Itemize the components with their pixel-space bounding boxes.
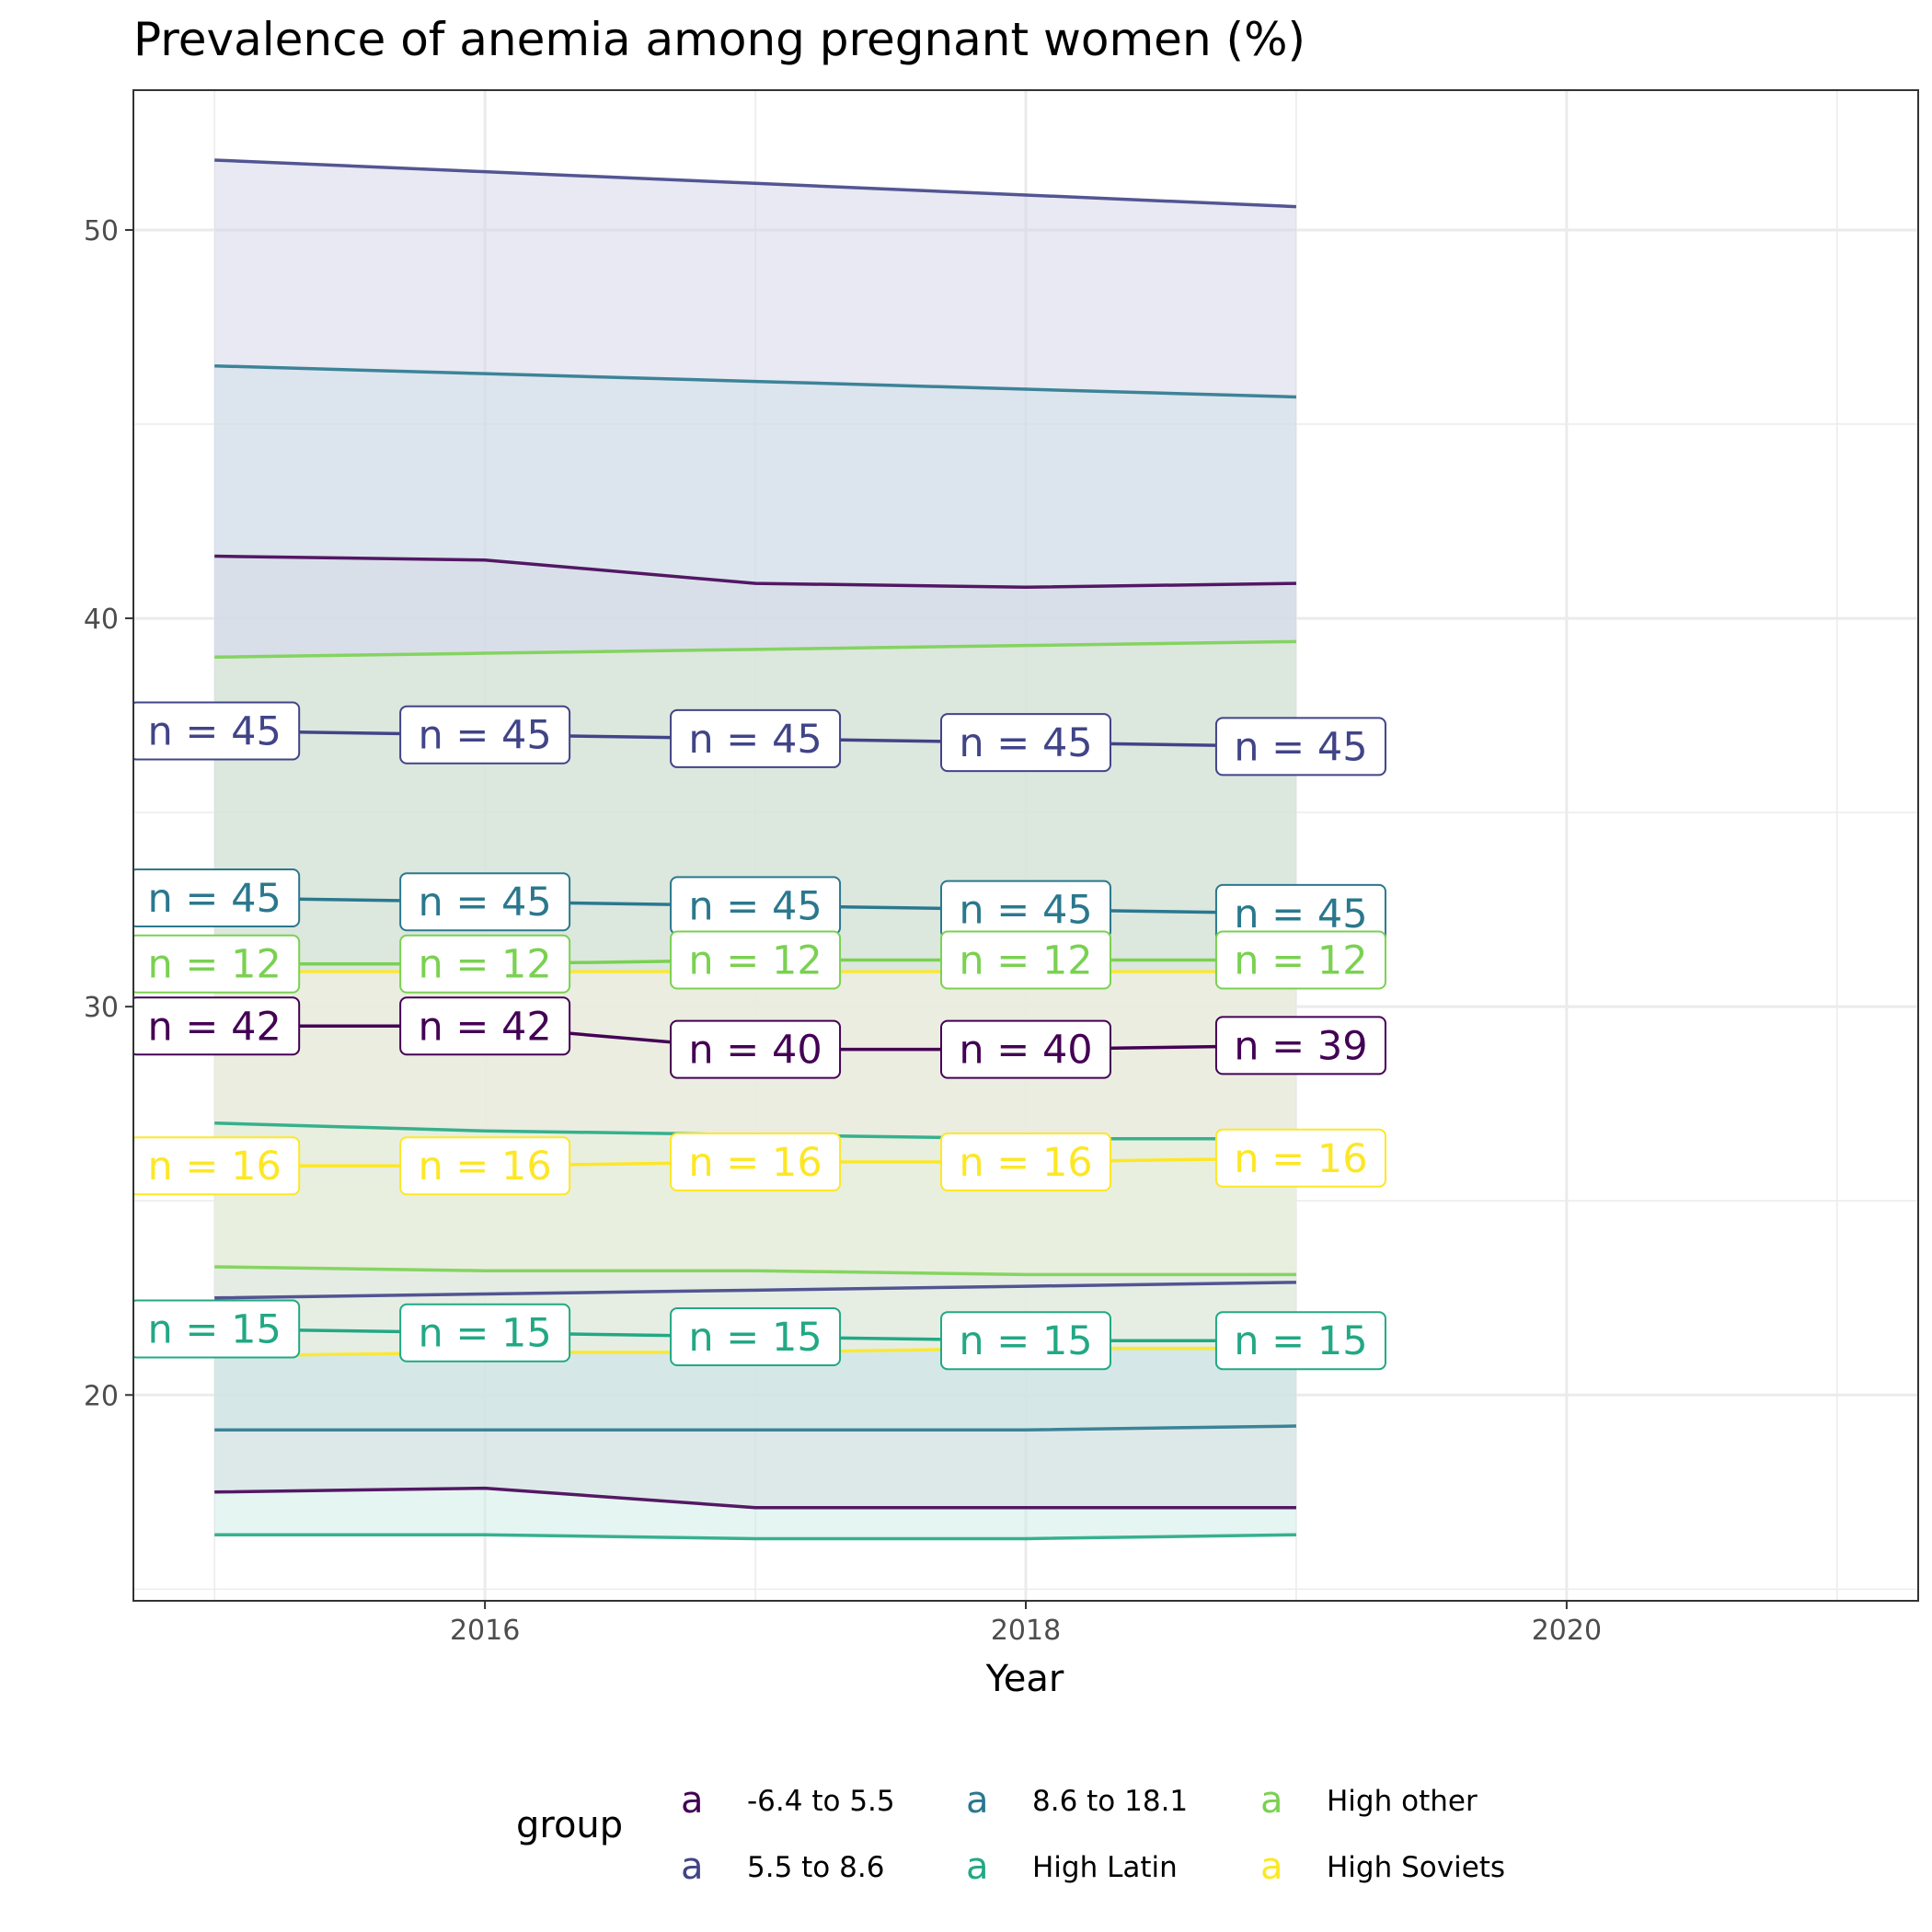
n-label-high-latin: n = 15: [418, 1311, 551, 1357]
n-label-5-5-to-8-6: n = 45: [148, 708, 282, 754]
y-tick-label: 40: [84, 604, 119, 636]
n-label-8-6-to-18-1: n = 45: [148, 876, 282, 922]
n-label-high-other: n = 12: [148, 942, 282, 988]
legend-label-8-6-to-18-1: 8.6 to 18.1: [1032, 1785, 1188, 1818]
n-label-box: [133, 1299, 301, 1359]
n-label-box: [1214, 1311, 1386, 1371]
x-tick-label: 2016: [450, 1615, 520, 1647]
n-label-box: [133, 996, 301, 1056]
n-label-box: [399, 1303, 571, 1363]
n-label-high-soviets: n = 16: [688, 1140, 822, 1186]
n-label-high-soviets: n = 16: [418, 1144, 551, 1190]
n-label-high-soviets: n = 16: [959, 1140, 1092, 1186]
n-label-high-latin: n = 15: [1234, 1318, 1367, 1364]
plot-panel: [133, 90, 1918, 1601]
n-label-box: [133, 701, 301, 761]
n-label-high-latin: n = 15: [148, 1307, 282, 1353]
legend: group a -6.4 to 5.5 a 5.5 to 8.6 a 8.6 to 18.…: [516, 1779, 1505, 1888]
n-label-5-5-to-8-6: n = 45: [959, 720, 1092, 766]
n-label-box: [399, 996, 571, 1056]
n-label-high-other: n = 12: [418, 942, 551, 988]
n-label-8-6-to-18-1: n = 45: [418, 880, 551, 926]
x-axis-title: Year: [985, 1658, 1064, 1700]
legend-key-8-6-to-18-1: a: [966, 1779, 989, 1822]
x-tick-label: 2020: [1532, 1615, 1602, 1647]
n-label-box: [940, 930, 1111, 990]
n-label-box: [940, 1311, 1111, 1371]
band-upper-5-5-to-8-6: [214, 158, 1297, 209]
band-lower-high-latin: [214, 1533, 1296, 1541]
n-label-8-6-to-18-1: n = 45: [959, 888, 1092, 934]
n-labels: n = 42 n = 42n = 40 n = 40 n = 39n = 45 n = …: [133, 701, 1386, 1371]
n-label-6-4-to-5-5: n = 42: [148, 1004, 282, 1050]
band-lower-5-5-to-8-6: [214, 1281, 1296, 1300]
n-label-box: [670, 1306, 842, 1366]
n-label-box: [133, 868, 301, 927]
n-label-box: [133, 934, 301, 994]
n-label-5-5-to-8-6: n = 45: [1234, 724, 1367, 770]
legend-title: group: [516, 1804, 623, 1846]
n-label-8-6-to-18-1: n = 45: [1234, 891, 1367, 937]
legend-key-high-latin: a: [966, 1846, 989, 1888]
n-label-box: [1214, 1016, 1386, 1075]
n-label-high-soviets: n = 16: [148, 1144, 282, 1190]
n-label-6-4-to-5-5: n = 40: [959, 1028, 1092, 1074]
band-lower-8-6-to-18-1: [214, 1424, 1296, 1432]
n-label-box: [399, 1136, 571, 1196]
legend-label-high-soviets: High Soviets: [1327, 1851, 1505, 1884]
n-label-box: [399, 705, 571, 765]
n-label-5-5-to-8-6: n = 45: [688, 717, 822, 763]
n-label-box: [399, 872, 571, 932]
n-label-box: [670, 1133, 842, 1192]
n-label-box: [670, 1019, 842, 1079]
n-label-box: [940, 1133, 1111, 1192]
legend-key-high-other: a: [1260, 1779, 1283, 1822]
n-label-high-other: n = 12: [959, 938, 1092, 984]
n-label-box: [1214, 1128, 1386, 1188]
band-upper-8-6-to-18-1: [214, 363, 1296, 399]
n-label-6-4-to-5-5: n = 42: [418, 1004, 551, 1050]
n-label-high-latin: n = 15: [959, 1318, 1092, 1364]
legend-label-6-4-to-5-5: -6.4 to 5.5: [747, 1785, 895, 1818]
n-label-box: [670, 930, 842, 990]
y-tick-label: 50: [84, 215, 119, 247]
n-label-box: [1214, 717, 1386, 776]
n-label-5-5-to-8-6: n = 45: [418, 713, 551, 759]
legend-label-5-5-to-8-6: 5.5 to 8.6: [747, 1851, 884, 1884]
n-label-high-soviets: n = 16: [1234, 1136, 1367, 1182]
band-upper-6-4-to-5-5: [214, 554, 1296, 590]
n-label-box: [940, 1019, 1111, 1079]
legend-key-6-4-to-5-5: a: [681, 1779, 704, 1822]
n-label-box: [940, 713, 1111, 773]
x-tick-label: 2018: [991, 1615, 1061, 1647]
legend-label-high-other: High other: [1327, 1785, 1478, 1818]
band-upper-high-other: [214, 639, 1296, 660]
n-label-box: [133, 1136, 301, 1196]
n-label-high-other: n = 12: [1234, 938, 1367, 984]
y-tick-label: 30: [84, 992, 119, 1024]
n-label-box: [399, 934, 571, 994]
n-label-box: [670, 708, 842, 768]
n-label-high-latin: n = 15: [688, 1315, 822, 1361]
n-label-6-4-to-5-5: n = 40: [688, 1028, 822, 1074]
y-tick-label: 20: [84, 1380, 119, 1412]
legend-key-high-soviets: a: [1260, 1846, 1283, 1888]
legend-label-high-latin: High Latin: [1032, 1851, 1178, 1884]
band-lower-high-other: [214, 1265, 1296, 1277]
n-label-box: [1214, 930, 1386, 990]
n-label-8-6-to-18-1: n = 45: [688, 883, 822, 929]
chart-title: Prevalence of anemia among pregnant wome…: [133, 13, 1305, 66]
n-label-high-other: n = 12: [688, 938, 822, 984]
n-label-6-4-to-5-5: n = 39: [1234, 1023, 1367, 1069]
band-lower-6-4-to-5-5: [214, 1486, 1296, 1510]
legend-key-5-5-to-8-6: a: [681, 1846, 704, 1888]
